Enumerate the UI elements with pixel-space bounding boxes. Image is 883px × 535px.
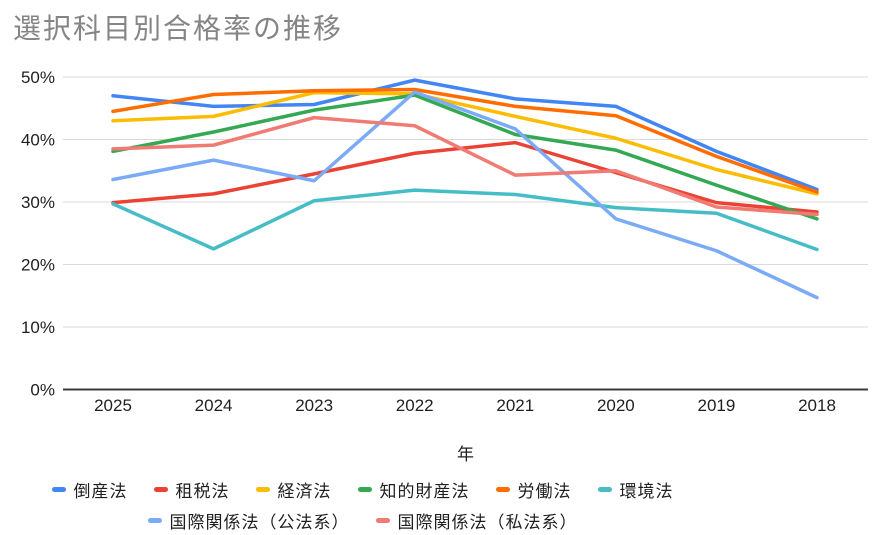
legend: 倒産法 租税法 経済法 知的財産法 労働法 環境法国際関係法（公法系） 国際関係法（私法系） — [0, 477, 804, 533]
legend-item[interactable]: 国際関係法（私法系） — [375, 508, 578, 533]
x-tick-label: 2025 — [94, 396, 132, 415]
legend-color-swatch — [255, 487, 270, 492]
legend-item[interactable]: 知的財産法 — [357, 477, 470, 502]
x-tick-label: 2021 — [496, 396, 534, 415]
x-tick-label: 2023 — [295, 396, 333, 415]
y-tick-label: 10% — [21, 318, 55, 337]
legend-color-swatch — [597, 487, 612, 492]
y-tick-label: 20% — [21, 256, 55, 275]
legend-color-swatch — [147, 518, 162, 523]
legend-item[interactable]: 国際関係法（公法系） — [147, 508, 350, 533]
legend-item[interactable]: 環境法 — [597, 477, 674, 502]
x-tick-label: 2024 — [195, 396, 233, 415]
series-line-7[interactable] — [111, 115, 819, 217]
legend-color-swatch — [495, 487, 510, 492]
y-tick-label: 30% — [21, 193, 55, 212]
y-tick-label: 50% — [21, 68, 55, 87]
legend-label: 国際関係法（公法系） — [169, 513, 350, 532]
legend-row: 国際関係法（公法系） 国際関係法（私法系） — [135, 508, 591, 533]
legend-item[interactable]: 倒産法 — [51, 477, 128, 502]
x-axis-title: 年 — [457, 445, 474, 464]
series-line-3[interactable] — [111, 93, 819, 221]
series-line-1[interactable] — [111, 140, 819, 214]
y-tick-label: 0% — [30, 381, 55, 400]
legend-color-swatch — [375, 518, 390, 523]
legend-row: 倒産法 租税法 経済法 知的財産法 労働法 環境法 — [39, 477, 687, 502]
chart-title: 選択科目別合格率の推移 — [13, 13, 344, 44]
legend-label: 経済法 — [277, 482, 332, 501]
x-tick-label: 2018 — [798, 396, 836, 415]
legend-color-swatch — [153, 487, 168, 492]
legend-label: 国際関係法（私法系） — [397, 513, 578, 532]
legend-item[interactable]: 労働法 — [495, 477, 572, 502]
legend-label: 租税法 — [175, 482, 230, 501]
legend-color-swatch — [51, 487, 66, 492]
x-tick-label: 2020 — [597, 396, 635, 415]
plot-area[interactable]: 0% 10% 20% 30% 40% 50% 2025 2024 2023 2022 2021 202… — [0, 0, 883, 462]
y-tick-label: 40% — [21, 131, 55, 150]
legend-item[interactable]: 租税法 — [153, 477, 230, 502]
legend-color-swatch — [357, 487, 372, 492]
series-line-5[interactable] — [111, 188, 819, 252]
series-line-0[interactable] — [111, 78, 819, 192]
series-line-4[interactable] — [111, 87, 819, 194]
legend-label: 環境法 — [619, 482, 674, 501]
legend-label: 倒産法 — [73, 482, 128, 501]
series-line-2[interactable] — [111, 90, 819, 196]
x-tick-label: 2019 — [698, 396, 736, 415]
legend-label: 知的財産法 — [379, 482, 470, 501]
legend-item[interactable]: 経済法 — [255, 477, 332, 502]
x-tick-label: 2022 — [396, 396, 434, 415]
series-line-6[interactable] — [111, 90, 819, 300]
legend-label: 労働法 — [517, 482, 572, 501]
